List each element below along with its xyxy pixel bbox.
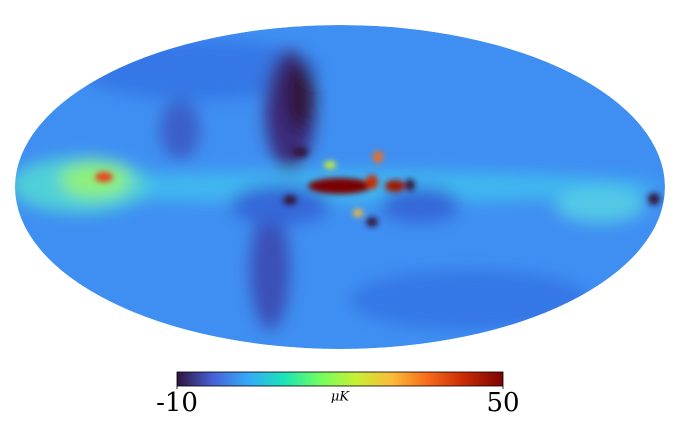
colorbar-gradient [176,371,504,387]
colorbar-unit: μK [331,390,350,405]
mollweide-map [15,25,665,349]
colorbar-tick-label: -10 [156,388,198,418]
colorbar-tick-label: 50 [486,388,519,418]
colorbar: -10 50 μK [156,371,520,418]
